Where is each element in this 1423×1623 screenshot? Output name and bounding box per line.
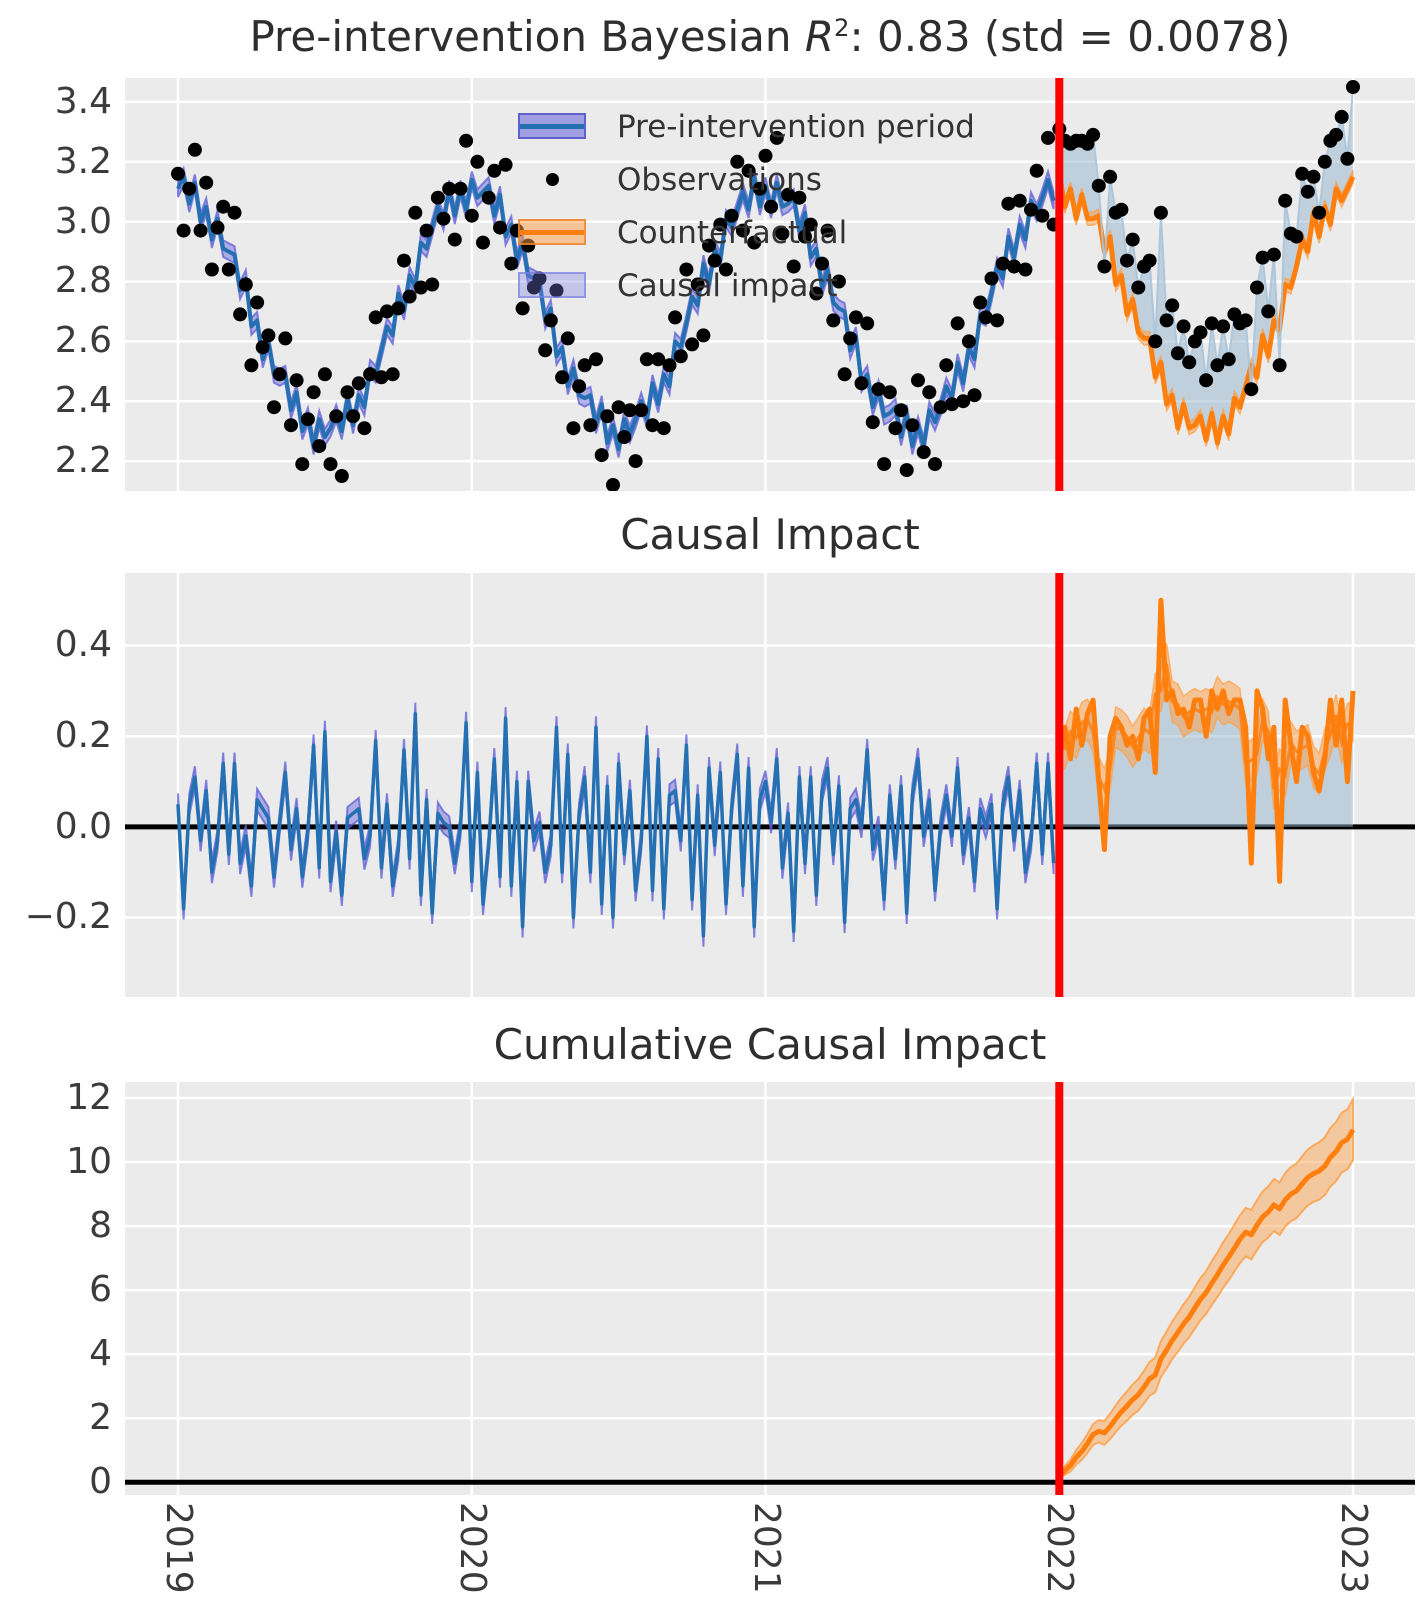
- xtick-2022: 2022: [1039, 1502, 1080, 1594]
- counterfactual-band-swatch-icon: [518, 219, 586, 245]
- p3-ytick: 10: [66, 1141, 112, 1182]
- p1-ytick: 2.6: [54, 320, 112, 361]
- xtick-2020: 2020: [452, 1502, 493, 1594]
- p2-ytick: −0.2: [24, 896, 112, 937]
- pre-intervention-band-swatch-icon: [518, 113, 586, 139]
- p1-ytick: 2.8: [54, 260, 112, 301]
- p3-ytick: 12: [66, 1077, 112, 1118]
- p1-ytick: 2.2: [54, 440, 112, 481]
- xtick-2021: 2021: [746, 1502, 787, 1594]
- legend-item-observations: Observations: [518, 153, 998, 206]
- legend: Pre-intervention period Observations Cou…: [518, 100, 998, 312]
- p2-ytick: 0.4: [54, 624, 112, 665]
- legend-label: Causal impact: [617, 268, 838, 304]
- legend-item-counterfactual: Counterfactual: [518, 206, 998, 259]
- legend-item-causal-impact: Causal impact: [518, 259, 998, 312]
- p2-ytick: 0.2: [54, 715, 112, 756]
- observations-dot-swatch-icon: [546, 173, 559, 186]
- p3-ytick: 6: [89, 1269, 112, 1310]
- p1-ytick: 2.4: [54, 380, 112, 421]
- panel3-title: Cumulative Causal Impact: [493, 1020, 1047, 1069]
- p1-ytick: 3.2: [54, 141, 112, 182]
- causal-impact-patch-swatch-icon: [518, 272, 586, 298]
- p3-ytick: 8: [89, 1205, 112, 1246]
- panel1-title: Pre-intervention Bayesian R2: 0.83 (std …: [125, 14, 1415, 59]
- xtick-2023: 2023: [1333, 1502, 1374, 1594]
- r-symbol: R: [804, 12, 835, 61]
- legend-item-pre-intervention: Pre-intervention period: [518, 100, 998, 153]
- p2-ytick: 0.0: [54, 806, 112, 847]
- legend-label: Pre-intervention period: [617, 109, 975, 145]
- legend-label: Counterfactual: [617, 215, 848, 251]
- p1-ytick: 3.4: [54, 81, 112, 122]
- title-values: : 0.83 (std = 0.0078): [849, 12, 1291, 61]
- r-exponent: 2: [834, 13, 850, 42]
- xtick-2019: 2019: [158, 1502, 199, 1594]
- legend-label: Observations: [617, 162, 822, 198]
- p3-ytick: 2: [89, 1397, 112, 1438]
- p3-ytick: 0: [89, 1461, 112, 1502]
- title-text: Pre-intervention Bayesian: [249, 12, 805, 61]
- p1-ytick: 3.0: [54, 201, 112, 242]
- panel2-title: Causal Impact: [620, 510, 920, 559]
- p3-ytick: 4: [89, 1333, 112, 1374]
